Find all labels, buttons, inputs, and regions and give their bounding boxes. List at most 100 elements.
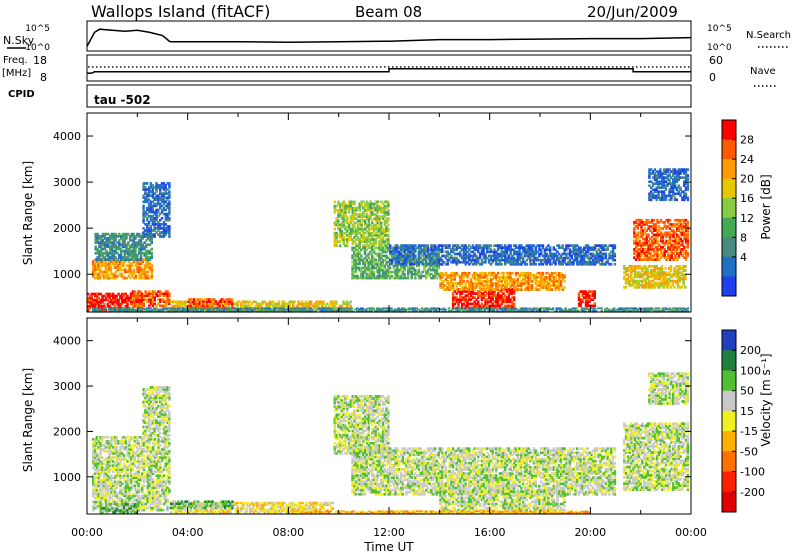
power-cell <box>563 286 566 289</box>
power-cell <box>500 246 503 250</box>
power-cell <box>147 243 150 247</box>
power-cell <box>636 252 640 255</box>
power-cell <box>538 246 541 250</box>
power-cell <box>590 254 593 258</box>
power-cell <box>679 227 682 230</box>
power-cell <box>381 211 385 214</box>
power-cell <box>394 250 397 254</box>
power-cell <box>143 241 146 244</box>
power-cell <box>229 300 232 303</box>
power-cell <box>283 300 286 304</box>
power-cell <box>460 286 464 289</box>
power-cell <box>435 266 439 270</box>
power-cell <box>356 266 359 270</box>
power-cell <box>344 231 347 235</box>
power-cell <box>159 186 162 189</box>
power-cell <box>514 286 518 289</box>
power-cell <box>378 217 381 220</box>
power-cell <box>469 260 473 264</box>
power-cell <box>450 284 453 287</box>
power-cell <box>194 304 198 308</box>
power-cell <box>416 270 419 274</box>
power-cell <box>109 260 113 263</box>
power-cell <box>525 258 528 262</box>
power-cell <box>532 250 536 254</box>
power-cell <box>164 186 167 189</box>
power-cell <box>129 296 133 299</box>
power-cell <box>115 274 118 278</box>
power-cell <box>408 264 412 268</box>
power-cell <box>378 274 381 278</box>
power-cell <box>369 262 372 266</box>
power-cell <box>626 269 629 272</box>
power-cell <box>478 274 482 277</box>
power-cell <box>652 233 656 237</box>
power-cell <box>591 290 595 293</box>
power-cell <box>98 245 101 249</box>
power-cell <box>608 254 611 258</box>
power-cell <box>356 250 359 254</box>
power-cell <box>581 250 584 254</box>
power-cell <box>486 288 489 291</box>
power-cell <box>486 284 489 287</box>
power-cell <box>667 252 670 255</box>
power-cell <box>155 198 158 202</box>
power-cell <box>684 239 688 243</box>
power-cell <box>455 296 458 299</box>
power-cell <box>119 247 123 251</box>
power-cell <box>527 254 530 258</box>
power-cell <box>430 244 433 247</box>
power-cell <box>159 212 162 216</box>
power-cell <box>387 234 390 237</box>
power-cell <box>331 304 334 308</box>
power-cell <box>360 215 363 218</box>
power-cell <box>166 227 169 230</box>
power-cell <box>486 246 489 250</box>
power-cell <box>371 238 374 241</box>
power-cell <box>315 304 318 308</box>
power-cell <box>583 252 586 256</box>
power-cell <box>421 270 424 274</box>
power-cell <box>663 254 666 257</box>
power-cell <box>147 202 151 206</box>
power-cell <box>222 298 225 301</box>
power-cell <box>164 188 167 191</box>
power-cell <box>505 296 509 299</box>
power-cell <box>672 225 675 228</box>
power-cell <box>299 302 302 306</box>
power-cells <box>87 168 690 313</box>
power-cell <box>127 258 130 261</box>
power-cell <box>94 247 97 251</box>
power-cell <box>142 218 145 222</box>
power-cell <box>408 256 412 260</box>
power-cell <box>335 219 338 223</box>
power-cell <box>168 227 171 230</box>
power-cell <box>650 194 653 198</box>
power-cell <box>446 254 449 258</box>
power-cell <box>142 296 145 299</box>
power-cell <box>613 244 617 247</box>
power-cell <box>166 302 169 305</box>
power-cell <box>380 240 383 243</box>
power-cell <box>473 296 476 299</box>
power-cell <box>100 237 103 240</box>
power-cell <box>633 256 636 259</box>
power-cell <box>168 235 171 238</box>
power-cell <box>170 309 173 312</box>
power-cell <box>227 300 230 303</box>
power-cell <box>659 283 662 287</box>
power-cell <box>663 241 666 245</box>
power-cell <box>356 256 359 260</box>
power-cell <box>105 239 108 242</box>
power-cell <box>153 300 156 303</box>
power-cell <box>105 241 108 244</box>
power-cell <box>252 300 255 304</box>
power-cell <box>635 267 638 270</box>
power-cell <box>372 272 376 276</box>
power-cell <box>342 231 345 235</box>
power-cell <box>387 213 390 216</box>
power-cell <box>489 282 493 285</box>
power-cell <box>117 302 120 306</box>
power-cell <box>381 236 385 239</box>
power-cell <box>507 271 510 275</box>
